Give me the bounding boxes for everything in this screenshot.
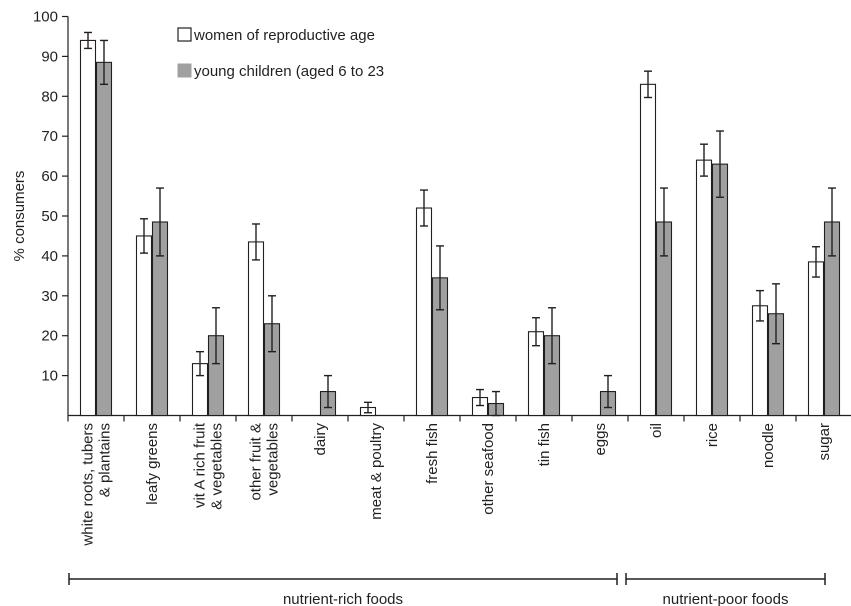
bar-women: [807, 261, 825, 417]
category-label: eggs: [592, 423, 609, 456]
group-label: nutrient-poor foods: [663, 591, 789, 606]
bar-children: [95, 61, 113, 417]
y-tick-label: 20: [41, 328, 58, 345]
category-label: fresh fish: [424, 423, 441, 484]
y-tick-label: 90: [41, 48, 58, 65]
category-label: noodle: [760, 423, 777, 468]
group-label: nutrient-rich foods: [283, 591, 403, 606]
y-tick-label: 70: [41, 128, 58, 145]
legend-label-children: young children (aged 6 to 23: [194, 63, 384, 80]
category-label: & vegetables: [209, 423, 226, 510]
y-tick-label: 30: [41, 288, 58, 305]
y-axis-label: % consumers: [11, 171, 28, 262]
category-labels: white roots, tubers & plantains leafy gree…: [80, 422, 834, 546]
category-label: sugar: [816, 423, 833, 461]
category-label: other fruit &: [248, 423, 265, 501]
legend-swatch-women: [177, 27, 192, 42]
category-label: vit A rich fruit: [192, 422, 209, 508]
food-groups: nutrient-rich foods nutrient-poor foods: [68, 573, 826, 606]
y-tick-label: 50: [41, 208, 58, 225]
y-tick-label: 10: [41, 368, 58, 385]
error-bars: [84, 31, 836, 417]
category-label: & plantains: [97, 423, 114, 497]
bar-children: [711, 163, 729, 417]
y-tick-label: 100: [33, 9, 58, 26]
bar-women: [415, 207, 433, 417]
bar-women: [247, 241, 265, 417]
y-tick-label: 40: [41, 248, 58, 265]
bar-women: [135, 235, 153, 417]
y-tick-label: 60: [41, 168, 58, 185]
x-axis: [67, 414, 851, 422]
legend-swatch-children: [177, 63, 192, 78]
legend: women of reproductive age young children…: [177, 27, 384, 80]
category-label: other seafood: [480, 423, 497, 515]
bar-women: [751, 305, 769, 417]
bar-women: [639, 83, 657, 417]
category-label: meat & poultry: [368, 423, 385, 520]
category-label: vegetables: [265, 423, 282, 496]
y-tick-label: 80: [41, 88, 58, 105]
category-label: tin fish: [536, 423, 553, 466]
bar-women: [79, 39, 97, 417]
y-axis: 10 20 30 40 50 60 70 80 90 100: [33, 9, 69, 416]
category-label: dairy: [312, 423, 329, 456]
category-label: oil: [648, 423, 665, 438]
category-label: leafy greens: [144, 423, 161, 505]
legend-label-women: women of reproductive age: [193, 27, 375, 44]
category-label: rice: [704, 423, 721, 447]
bar-women: [695, 159, 713, 417]
category-label: white roots, tubers: [80, 423, 97, 547]
bars: [79, 39, 841, 417]
